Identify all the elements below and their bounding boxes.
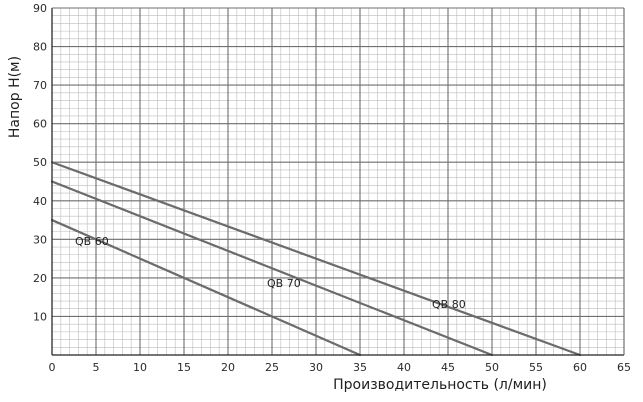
- x-tick-label: 30: [309, 361, 323, 374]
- x-tick-label: 0: [49, 361, 56, 374]
- x-tick-label: 5: [93, 361, 100, 374]
- series-label-qb-60: QB 60: [75, 235, 109, 248]
- y-tick-label: 10: [33, 310, 47, 323]
- x-tick-label: 50: [485, 361, 499, 374]
- y-tick-label: 30: [33, 233, 47, 246]
- x-tick-label: 40: [397, 361, 411, 374]
- x-tick-label: 45: [441, 361, 455, 374]
- y-tick-label: 80: [33, 41, 47, 54]
- axes: [51, 7, 625, 356]
- x-tick-label: 60: [573, 361, 587, 374]
- y-tick-label: 40: [33, 195, 47, 208]
- x-tick-label: 65: [617, 361, 631, 374]
- series-lines: [50, 161, 582, 357]
- series-line-qb-60: [50, 218, 362, 357]
- y-tick-label: 50: [33, 156, 47, 169]
- x-tick-label: 10: [133, 361, 147, 374]
- x-axis-title: Производительность (л/мин): [333, 377, 547, 393]
- y-tick-label: 90: [33, 2, 47, 15]
- x-tick-label: 15: [177, 361, 191, 374]
- x-tick-label: 25: [265, 361, 279, 374]
- x-tick-label: 55: [529, 361, 543, 374]
- x-tick-label: 20: [221, 361, 235, 374]
- series-labels: QB 60 QB 70 QB 80: [75, 235, 466, 311]
- series-label-qb-70: QB 70: [267, 277, 301, 290]
- y-tick-label: 60: [33, 118, 47, 131]
- series-label-qb-80: QB 80: [432, 298, 466, 311]
- y-tick-label: 20: [33, 272, 47, 285]
- series-line-qb-80: [50, 161, 582, 357]
- tick-labels: 0 5 10 15 20 25 30 35 40 45 50 55 60 65 10 20 30 40 50 60 70…: [33, 2, 631, 374]
- y-axis-title: Напор H(м): [7, 56, 23, 138]
- series-line-qb-70: [50, 180, 494, 357]
- y-tick-label: 70: [33, 79, 47, 92]
- x-tick-label: 35: [353, 361, 367, 374]
